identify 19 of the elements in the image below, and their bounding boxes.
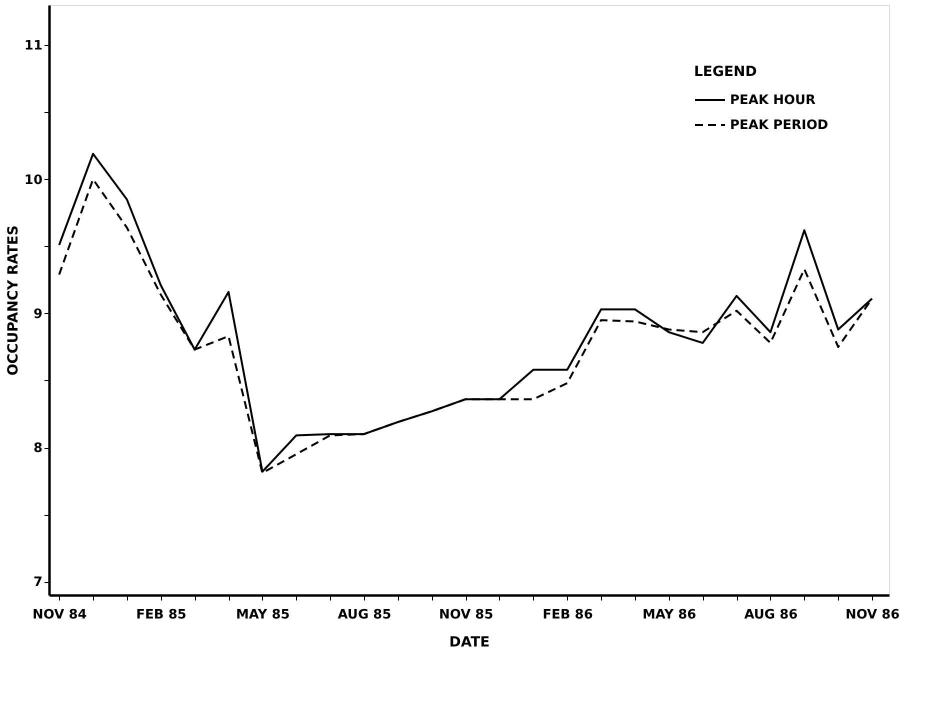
legend-label: PEAK PERIOD — [730, 118, 828, 133]
x-tick-label: FEB 85 — [136, 608, 186, 622]
x-tick-label: NOV 85 — [438, 608, 494, 622]
x-axis-title: DATE — [449, 634, 490, 650]
x-tick-label: MAY 85 — [236, 608, 290, 622]
y-axis-title: OCCUPANCY RATES — [5, 225, 22, 376]
y-tick-label: 10 — [24, 172, 42, 188]
y-tick-label: 11 — [24, 38, 42, 54]
y-tick-label: 9 — [33, 306, 42, 322]
legend-label: PEAK HOUR — [730, 93, 816, 108]
x-tick-label: MAY 86 — [642, 608, 696, 622]
x-tick-label: NOV 86 — [845, 608, 900, 622]
x-tick-label: NOV 84 — [32, 608, 87, 622]
x-tick-label: FEB 86 — [542, 608, 593, 622]
y-tick-label: 8 — [33, 441, 42, 456]
x-tick-label: AUG 85 — [338, 608, 392, 622]
y-tick-label: 7 — [33, 575, 42, 590]
x-tick-label: AUG 86 — [744, 608, 798, 622]
legend-title: LEGEND — [694, 64, 757, 80]
